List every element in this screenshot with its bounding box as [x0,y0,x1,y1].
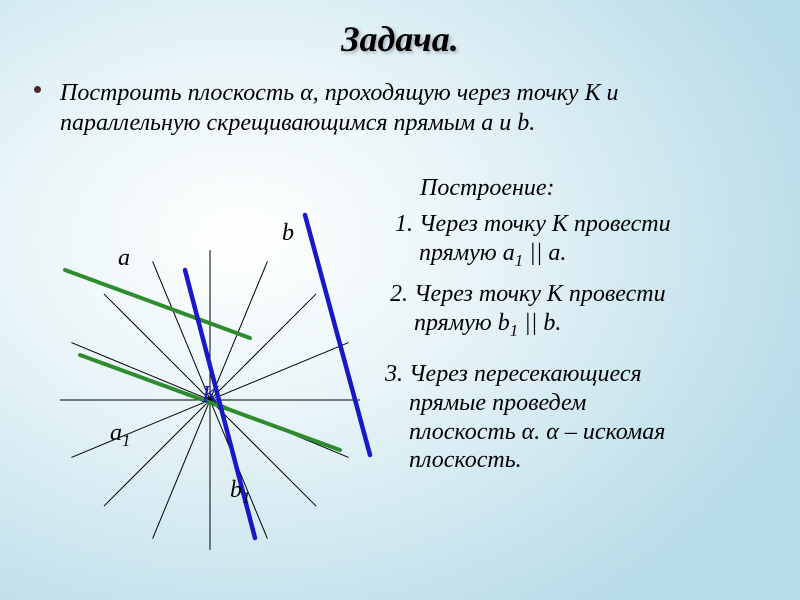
bullet-icon [34,86,41,93]
geometry-diagram: a b Кa1 b1 [20,190,400,570]
diagram-label: a1 [110,420,130,451]
diagram-label: b1 [230,477,250,508]
problem-statement: Построить плоскость α, проходящую через … [60,78,760,138]
step-2: 2. Через точку К провести прямую b1 || b… [390,280,666,341]
construction-heading: Построение: [420,175,555,202]
step-3: 3. Через пересекающиеся прямые проведем … [385,360,665,475]
line-b [305,215,370,455]
diagram-label: b [282,220,294,247]
line-a [65,270,250,338]
step-1: 1. Через точку К провести прямую а1 || a… [395,210,671,271]
diagram-label: a [118,245,130,272]
diagram-label: К [202,382,218,409]
page-title: Задача. [0,18,800,60]
